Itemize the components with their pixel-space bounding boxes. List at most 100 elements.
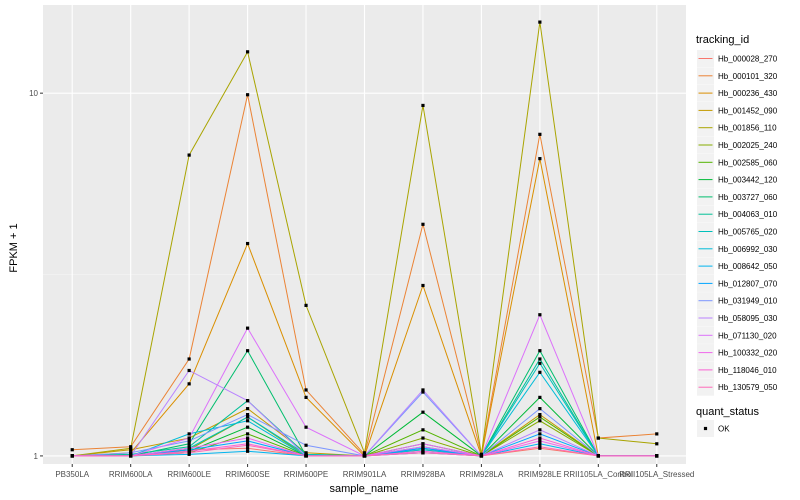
- data-point: [421, 436, 425, 440]
- x-tick-label: PB350LA: [55, 470, 89, 479]
- x-tick-label: RRIM600LA: [109, 470, 153, 479]
- data-point: [245, 93, 250, 97]
- data-point: [245, 407, 250, 411]
- data-point: [538, 419, 542, 423]
- data-point: [538, 349, 542, 353]
- data-point: [70, 448, 74, 452]
- data-point: [245, 443, 250, 447]
- data-point: [245, 399, 250, 403]
- legend-label: Hb_058095_030: [718, 314, 778, 323]
- data-point: [421, 451, 425, 455]
- legend-label: Hb_002025_240: [718, 141, 778, 150]
- legend-label: Hb_005765_020: [718, 228, 778, 237]
- data-point: [538, 157, 542, 161]
- data-point: [187, 357, 191, 361]
- data-point: [304, 303, 308, 307]
- data-point: [304, 454, 308, 458]
- data-point: [538, 415, 542, 419]
- x-tick-label: RRIM600PE: [284, 470, 328, 479]
- shape-legend-title: quant_status: [696, 406, 759, 418]
- data-point: [304, 395, 308, 399]
- data-point: [187, 439, 191, 443]
- data-point: [245, 439, 250, 443]
- data-point: [421, 283, 425, 288]
- data-point: [129, 454, 133, 458]
- y-axis: 1 10: [29, 89, 43, 461]
- data-point: [538, 436, 542, 440]
- legend-label: Hb_000101_320: [718, 72, 778, 81]
- data-point: [304, 425, 308, 429]
- plot-panel: [43, 5, 686, 464]
- data-point: [245, 415, 250, 419]
- x-tick-label: RRIM600LE: [167, 470, 211, 479]
- data-point: [245, 449, 250, 453]
- x-tick-label: RRIM928LE: [518, 470, 562, 479]
- data-point: [245, 241, 250, 246]
- data-point: [538, 370, 542, 374]
- shape-legend: quant_status OK: [696, 406, 759, 437]
- data-point: [421, 428, 425, 432]
- legend-label: Hb_004063_010: [718, 210, 778, 219]
- shape-legend-square-icon: [703, 426, 708, 431]
- data-point: [538, 445, 542, 449]
- data-point: [245, 432, 250, 436]
- data-point: [538, 442, 542, 446]
- legend-label: Hb_001856_110: [718, 124, 777, 133]
- data-point: [655, 432, 659, 436]
- data-point: [538, 361, 542, 365]
- color-legend: tracking_id Hb_000028_270 Hb_000101_320 Hb…: [696, 34, 778, 396]
- data-point: [245, 412, 250, 417]
- data-point: [187, 442, 191, 446]
- data-point: [187, 153, 191, 157]
- legend-label: Hb_130579_050: [718, 383, 778, 392]
- data-point: [538, 432, 542, 436]
- y-axis-title: FPKM + 1: [8, 223, 20, 272]
- data-point: [129, 446, 133, 450]
- data-point: [245, 446, 250, 450]
- data-point: [362, 454, 367, 458]
- color-legend-title: tracking_id: [696, 34, 749, 46]
- legend-label: Hb_003442_120: [718, 176, 778, 185]
- data-point: [421, 390, 425, 394]
- data-point: [538, 20, 542, 24]
- data-point: [538, 412, 542, 417]
- legend-label: Hb_000236_430: [718, 89, 778, 98]
- data-point: [187, 451, 191, 455]
- data-point: [304, 443, 308, 447]
- data-point: [421, 410, 425, 414]
- data-point: [245, 326, 250, 330]
- legend-label: Hb_002585_060: [718, 158, 778, 167]
- data-point: [187, 436, 191, 440]
- data-point: [538, 313, 542, 317]
- data-point: [655, 454, 659, 458]
- x-tick-label: RRII105LA_Stressed: [619, 470, 694, 479]
- data-point: [538, 407, 542, 411]
- data-point: [596, 436, 600, 440]
- x-tick-label: RRIM928LA: [460, 470, 504, 479]
- legend-label: Hb_012807_070: [718, 279, 778, 288]
- x-axis: PB350LA RRIM600LA RRIM600LE RRIM600SE RRIM60…: [55, 464, 694, 479]
- data-point: [187, 382, 191, 386]
- y-tick-label: 1: [34, 452, 39, 461]
- data-point: [245, 349, 250, 353]
- legend-label: Hb_100332_020: [718, 349, 778, 358]
- data-point: [187, 432, 191, 436]
- data-point: [245, 50, 250, 54]
- data-point: [538, 395, 542, 399]
- data-point: [362, 451, 367, 455]
- data-point: [245, 419, 250, 423]
- data-point: [655, 442, 659, 446]
- data-point: [538, 439, 542, 443]
- data-point: [538, 357, 542, 361]
- legend-label: Hb_031949_010: [718, 297, 778, 306]
- x-tick-label: RRIM600SE: [225, 470, 269, 479]
- data-point: [538, 428, 542, 432]
- legend-label: Hb_118046_010: [718, 366, 777, 375]
- y-tick-label: 10: [29, 89, 38, 98]
- data-point: [245, 425, 250, 429]
- legend-label: Hb_006992_030: [718, 245, 778, 254]
- x-tick-label: RRIM901LA: [343, 470, 387, 479]
- legend-label: Hb_008642_050: [718, 262, 778, 271]
- data-point: [187, 446, 191, 450]
